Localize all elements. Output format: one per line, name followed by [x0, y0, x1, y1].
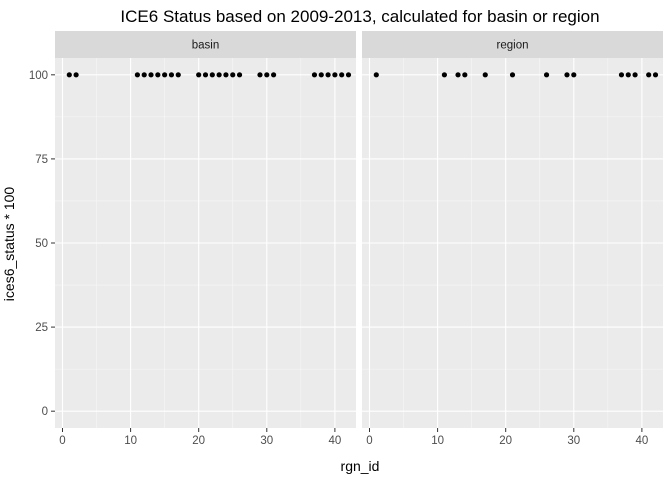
data-point [148, 72, 154, 78]
chart-title: ICE6 Status based on 2009-2013, calculat… [120, 7, 599, 26]
data-point [571, 72, 577, 78]
data-point [509, 72, 516, 78]
data-point [264, 72, 270, 78]
facet-panels: basin 0 10 20 30 40 0 25 50 75 100 region 0 10 20 30 40 [29, 31, 663, 447]
y-axis-label: ices6_status * 100 [1, 187, 17, 302]
y-tick-label: 100 [29, 70, 48, 82]
data-point [332, 72, 338, 78]
data-point [318, 72, 324, 78]
x-tick-label: 0 [59, 435, 65, 447]
x-axis-label: rgn_id [341, 458, 380, 474]
data-point [236, 72, 243, 78]
data-point [462, 72, 468, 78]
data-point [216, 72, 222, 78]
facet-strip [55, 31, 356, 58]
data-point [311, 72, 318, 78]
data-point [373, 72, 379, 78]
y-tick-label: 75 [35, 154, 48, 166]
data-point [196, 72, 202, 78]
data-point [441, 72, 448, 78]
y-tick-label: 0 [42, 406, 48, 418]
data-point [270, 72, 277, 78]
y-tick-label: 25 [35, 322, 48, 334]
x-tick-label: 0 [366, 435, 372, 447]
data-point [134, 72, 141, 78]
data-point [345, 72, 352, 78]
data-point [543, 72, 550, 78]
data-point [230, 72, 236, 78]
data-point [66, 72, 72, 78]
x-tick-label: 10 [431, 435, 444, 447]
x-tick-label: 40 [635, 435, 648, 447]
data-point [168, 72, 175, 78]
data-point [482, 72, 488, 78]
data-point [223, 72, 229, 78]
facet-strip [362, 31, 663, 58]
x-tick-label: 20 [499, 435, 512, 447]
x-tick-label: 30 [567, 435, 580, 447]
data-point [632, 72, 638, 78]
facet-strip-label: basin [192, 40, 220, 52]
data-point [209, 72, 215, 78]
facet-panel-basin: basin 0 10 20 30 40 0 25 50 75 100 [29, 31, 356, 447]
data-point [646, 72, 652, 78]
y-tick-label: 50 [35, 238, 48, 250]
data-point [618, 72, 625, 78]
data-point [73, 72, 79, 78]
data-point [202, 72, 209, 78]
data-point [325, 72, 331, 78]
data-point [162, 72, 168, 78]
x-tick-label: 20 [192, 435, 205, 447]
data-point [455, 72, 461, 78]
x-tick-label: 30 [260, 435, 273, 447]
data-point [257, 72, 263, 78]
data-point [652, 72, 659, 78]
data-point [155, 72, 161, 78]
facet-strip-label: region [497, 40, 529, 52]
data-point [141, 72, 147, 78]
facet-panel-region: region 0 10 20 30 40 [362, 31, 663, 447]
data-point [564, 72, 570, 78]
data-point [625, 72, 631, 78]
x-tick-label: 10 [124, 435, 137, 447]
x-tick-label: 40 [328, 435, 341, 447]
data-point [175, 72, 181, 78]
data-point [339, 72, 345, 78]
